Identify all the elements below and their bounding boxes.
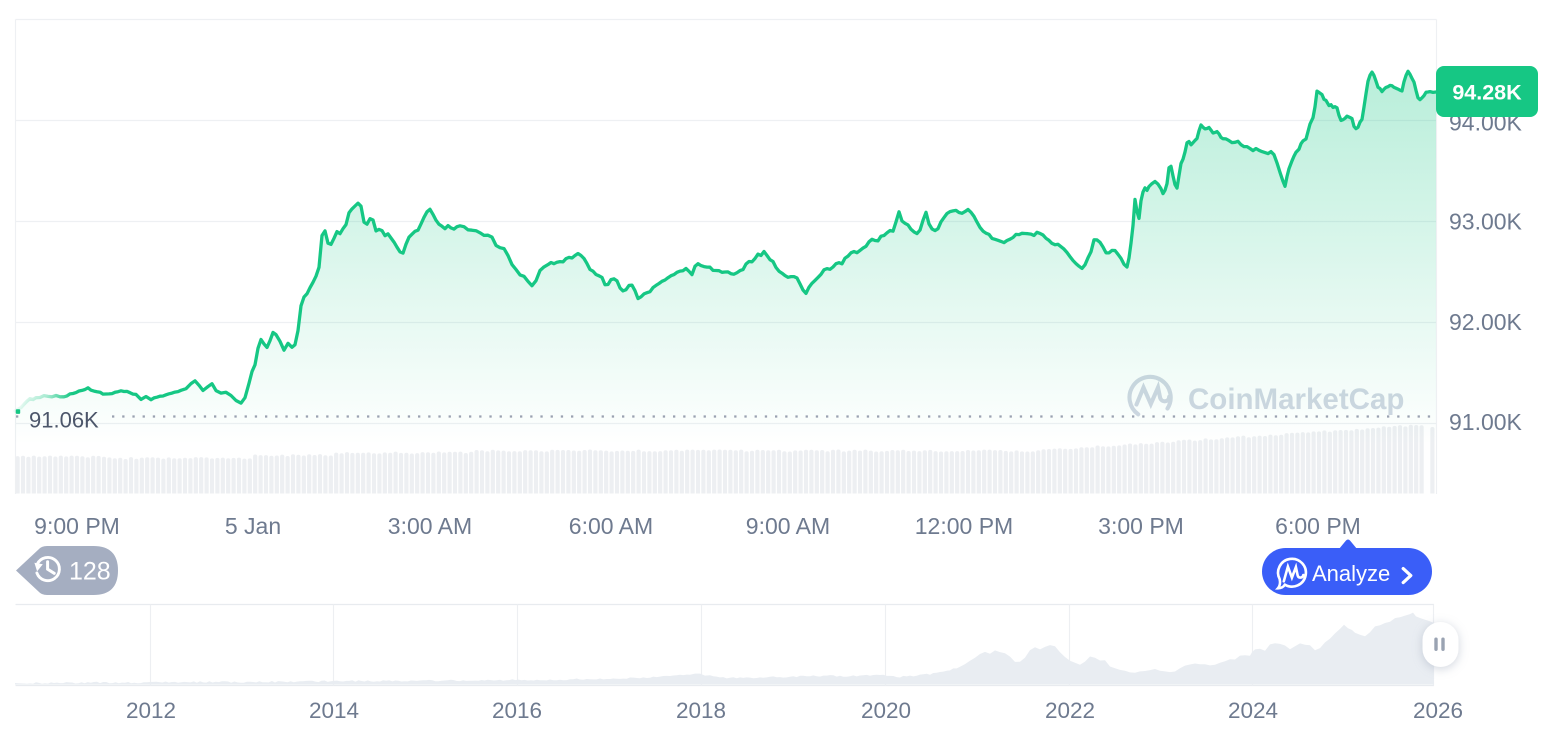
svg-text:2014: 2014 — [309, 698, 359, 723]
svg-text:92.00K: 92.00K — [1449, 309, 1523, 335]
svg-text:2020: 2020 — [861, 698, 911, 723]
svg-text:6:00 PM: 6:00 PM — [1275, 513, 1361, 539]
svg-text:2022: 2022 — [1045, 698, 1095, 723]
svg-text:6:00 AM: 6:00 AM — [569, 513, 653, 539]
svg-text:Analyze: Analyze — [1312, 561, 1390, 586]
svg-text:91.00K: 91.00K — [1449, 409, 1523, 435]
svg-text:93.00K: 93.00K — [1449, 209, 1523, 235]
svg-text:128: 128 — [69, 558, 111, 586]
svg-text:5 Jan: 5 Jan — [225, 513, 281, 539]
svg-text:2018: 2018 — [676, 698, 726, 723]
svg-text:2016: 2016 — [492, 698, 542, 723]
svg-text:2026: 2026 — [1413, 698, 1463, 723]
svg-text:9:00 PM: 9:00 PM — [34, 513, 120, 539]
svg-text:3:00 PM: 3:00 PM — [1098, 513, 1184, 539]
svg-text:91.06K: 91.06K — [29, 408, 99, 433]
svg-text:9:00 AM: 9:00 AM — [746, 513, 830, 539]
svg-text:2012: 2012 — [126, 698, 176, 723]
svg-text:94.28K: 94.28K — [1452, 81, 1522, 105]
svg-text:2024: 2024 — [1228, 698, 1278, 723]
svg-text:3:00 AM: 3:00 AM — [388, 513, 472, 539]
svg-text:12:00 PM: 12:00 PM — [915, 513, 1013, 539]
